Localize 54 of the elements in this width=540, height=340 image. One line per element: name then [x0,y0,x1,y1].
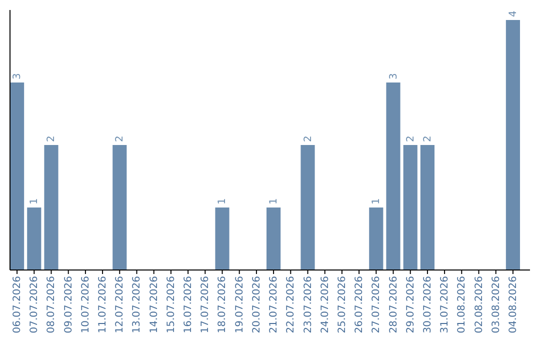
x-tick-label: 02.08.2026 [474,276,485,334]
x-tick-label: 09.07.2026 [63,276,74,334]
bar [10,82,24,270]
data-label: 1 [29,198,40,204]
x-tick-label: 23.07.2026 [302,276,314,334]
bar [112,145,127,270]
x-tick-label: 08.07.2026 [46,276,58,334]
data-label: 3 [12,73,24,80]
x-tick-label: 19.07.2026 [234,276,246,334]
bar [44,145,58,270]
x-tick-label: 11.07.2026 [98,276,109,334]
x-tick-label: 28.07.2026 [388,276,400,334]
x-tick-label: 26.07.2026 [354,276,366,334]
x-tick-label: 16.07.2026 [183,276,194,334]
x-tick-label: 04.08.2026 [508,276,519,334]
data-label: 2 [114,136,126,142]
data-label: 2 [302,136,314,142]
x-tick-label: 15.07.2026 [166,276,177,334]
data-label: 2 [46,136,58,142]
bar [420,145,434,270]
data-label: 1 [268,198,280,204]
x-tick-label: 24.07.2026 [320,276,331,334]
x-tick-label: 30.07.2026 [422,276,434,334]
x-tick-label: 10.07.2026 [80,276,92,334]
x-tick-label: 17.07.2026 [200,276,212,334]
x-tick-label: 13.07.2026 [132,276,143,334]
x-tick-label: 25.07.2026 [336,276,348,334]
bar [215,208,230,270]
bar [266,208,281,270]
data-label: 1 [217,198,228,204]
x-tick-label: 12.07.2026 [114,276,126,334]
data-label: 4 [508,10,519,17]
bar [300,145,315,270]
x-tick-label: 18.07.2026 [217,276,228,334]
bar [27,208,42,270]
bar [369,208,384,270]
x-tick-label: 22.07.2026 [286,276,297,334]
bar [386,82,400,270]
x-tick-label: 03.08.2026 [490,276,502,334]
x-tick-label: 07.07.2026 [29,276,40,334]
data-label: 2 [422,136,434,142]
x-tick-label: 20.07.2026 [251,276,262,334]
x-tick-label: 29.07.2026 [405,276,416,334]
bar [403,145,418,270]
bar [506,20,520,270]
data-label: 3 [388,73,400,80]
data-label: 2 [405,136,416,142]
x-tick-label: 21.07.2026 [268,276,280,334]
x-tick-label: 31.07.2026 [440,276,451,334]
x-tick-label: 06.07.2026 [12,276,24,334]
x-tick-label: 14.07.2026 [148,276,160,334]
x-tick-label: 27.07.2026 [371,276,382,334]
x-tick-label: 01.08.2026 [456,276,468,334]
data-label: 1 [371,198,382,204]
